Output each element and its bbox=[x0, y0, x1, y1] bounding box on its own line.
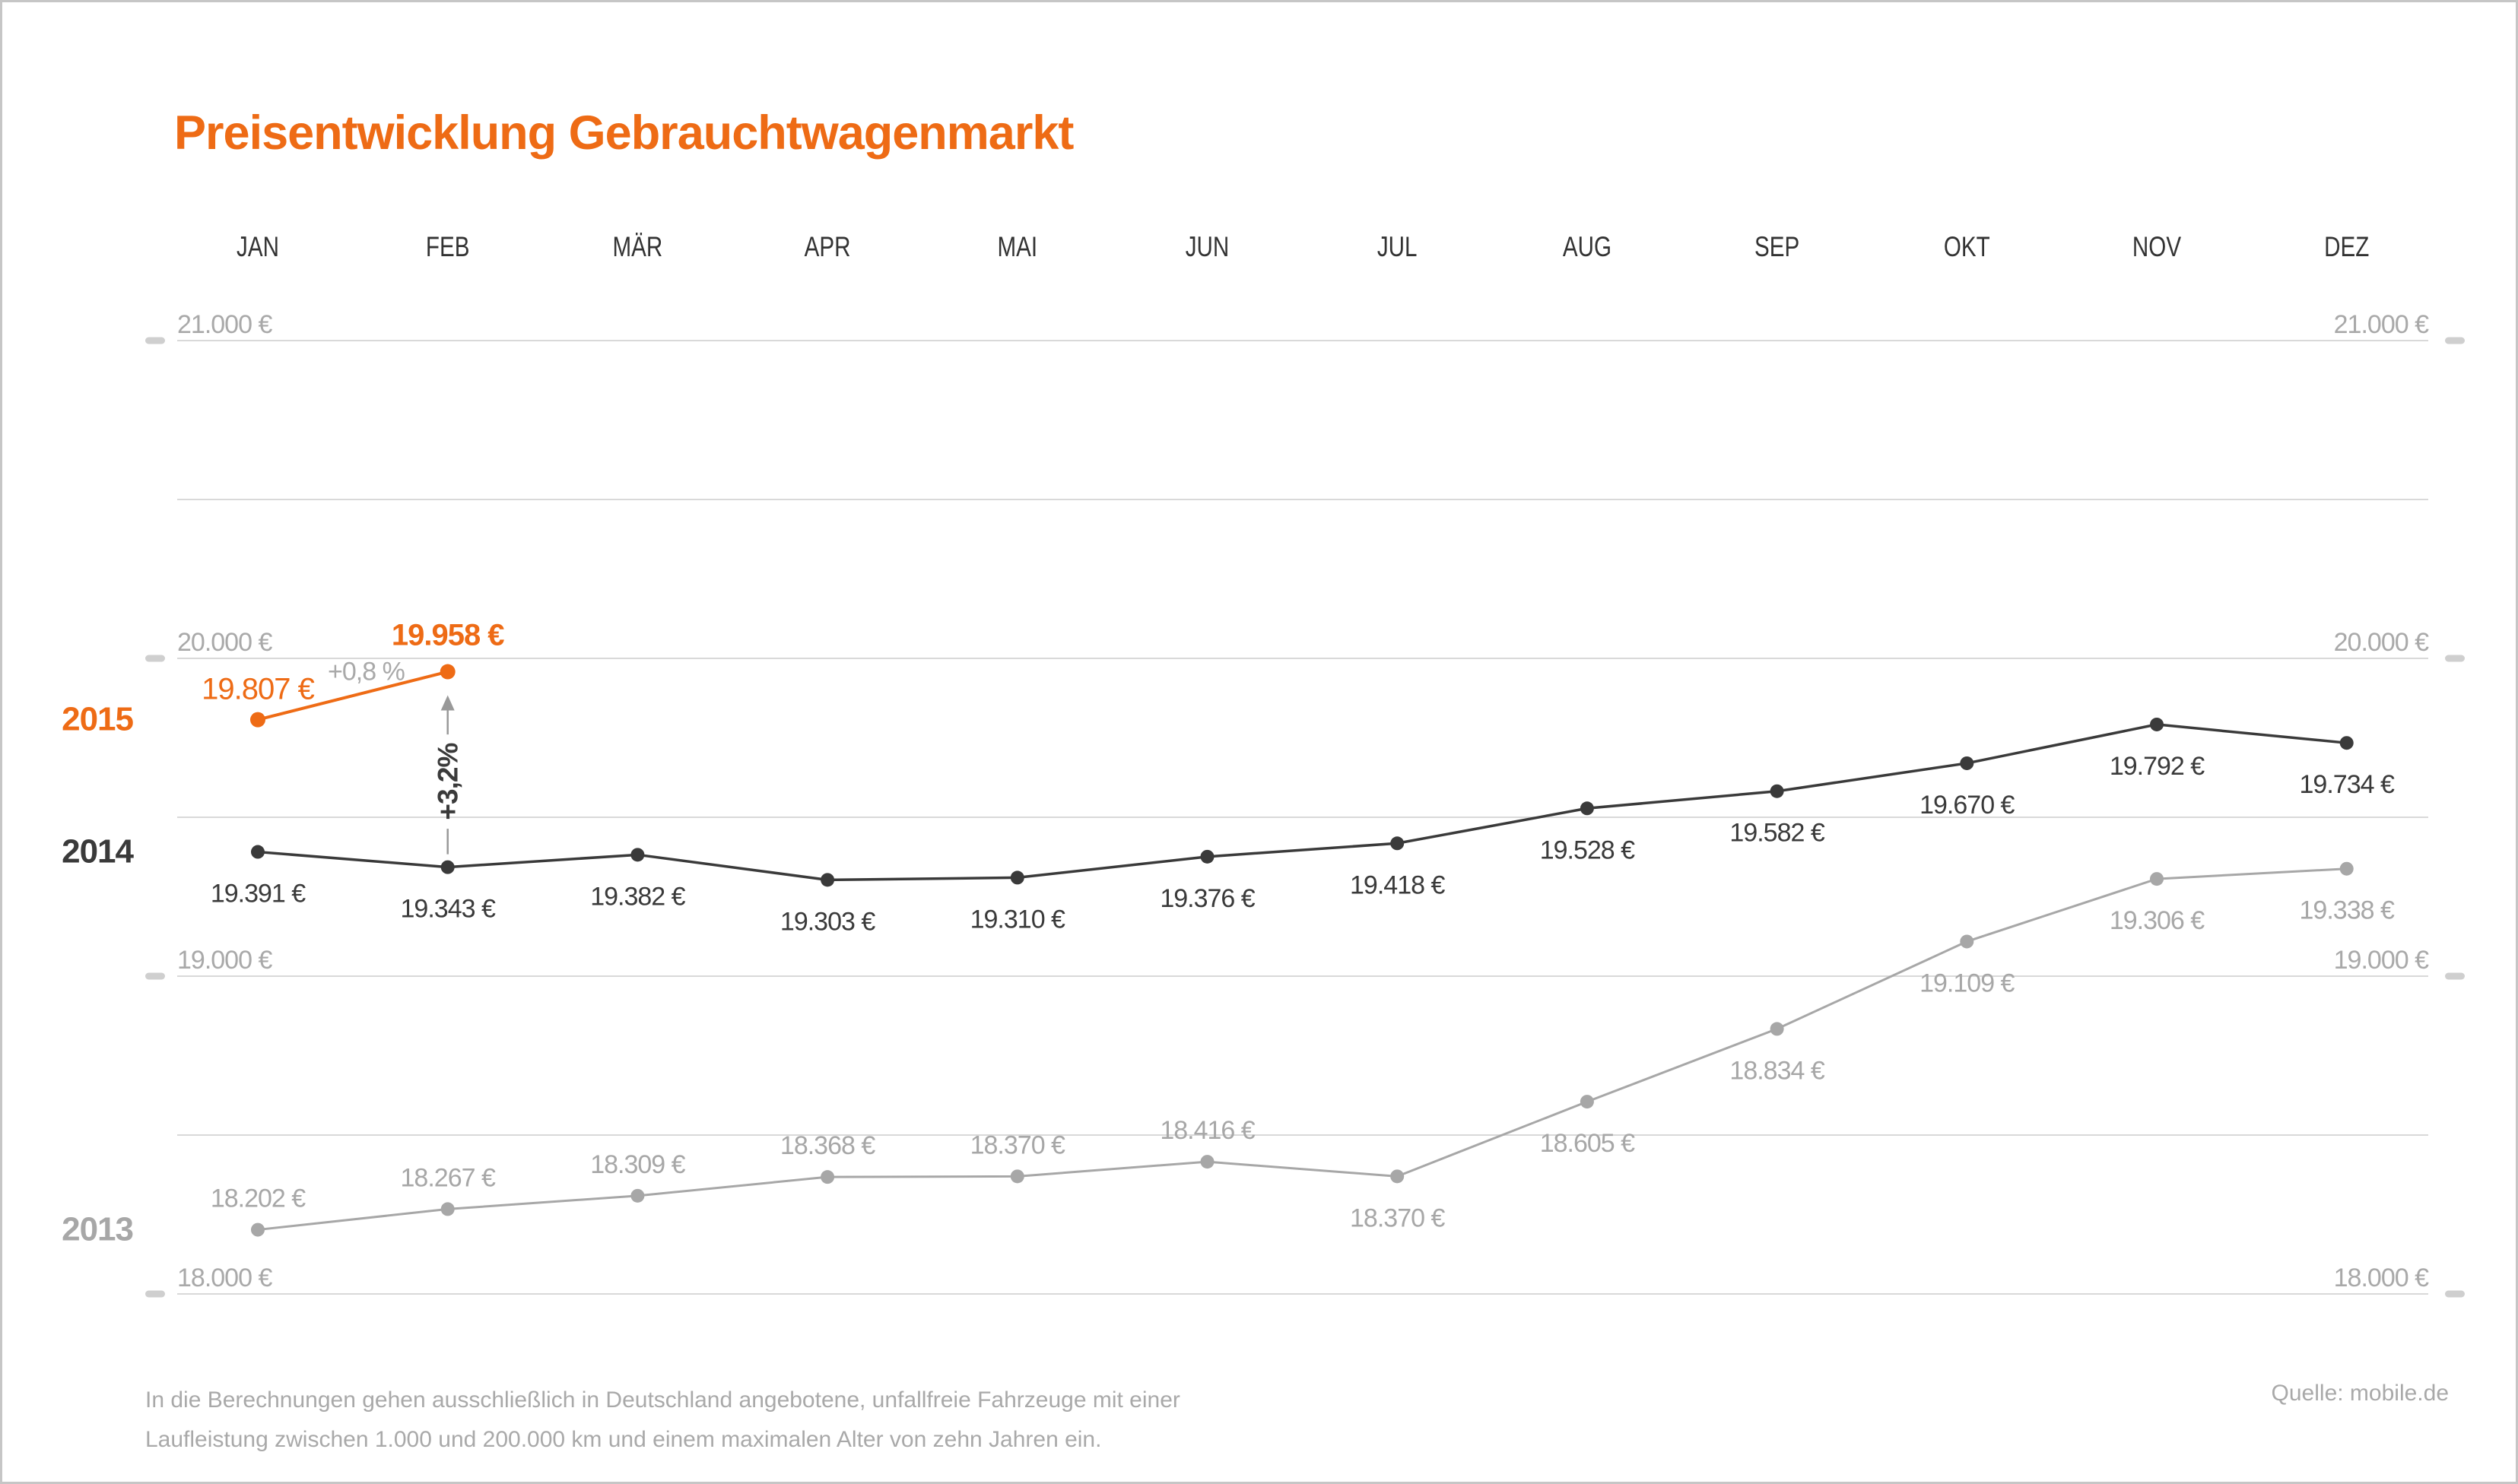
data-point-2014 bbox=[630, 848, 645, 862]
value-label-2014: 19.670 € bbox=[1919, 791, 2015, 820]
value-label-2013: 19.109 € bbox=[1919, 969, 2015, 997]
axis-tick-right bbox=[2445, 972, 2465, 980]
value-label-2014: 19.792 € bbox=[2110, 752, 2205, 781]
value-label-2014: 19.528 € bbox=[1540, 836, 1635, 864]
series-line-2013 bbox=[257, 867, 2347, 1232]
value-label-2014: 19.391 € bbox=[211, 880, 306, 908]
month-label: APR bbox=[805, 232, 851, 263]
data-point-2013 bbox=[1200, 1155, 1215, 1169]
axis-tick-left bbox=[145, 1290, 165, 1298]
value-label-2013: 18.370 € bbox=[970, 1130, 1065, 1159]
month-label: JAN bbox=[237, 232, 279, 263]
data-point-2013 bbox=[251, 1222, 265, 1237]
value-label-2013: 18.605 € bbox=[1540, 1129, 1635, 1158]
value-label-2013: 18.834 € bbox=[1729, 1056, 1824, 1085]
data-point-2013 bbox=[440, 1202, 455, 1216]
series-line-2014 bbox=[257, 723, 2347, 882]
y-axis-label-right: 20.000 € bbox=[2334, 628, 2429, 657]
value-label-2014: 19.343 € bbox=[401, 895, 496, 924]
value-label-2013: 19.306 € bbox=[2110, 906, 2205, 935]
methodology-line1: In die Berechnungen gehen ausschließlich… bbox=[145, 1387, 1180, 1413]
data-point-2014 bbox=[2150, 717, 2164, 731]
value-label-2014: 19.734 € bbox=[2300, 770, 2395, 799]
data-point-2014 bbox=[2339, 736, 2354, 750]
value-label-2013: 19.338 € bbox=[2300, 896, 2395, 925]
y-axis-label-left: 18.000 € bbox=[177, 1264, 272, 1292]
month-label: FEB bbox=[426, 232, 470, 263]
data-point-2013 bbox=[1010, 1169, 1024, 1184]
y-axis-label-left: 20.000 € bbox=[177, 628, 272, 657]
data-point-2015 bbox=[440, 664, 456, 680]
data-point-2015 bbox=[250, 712, 265, 728]
year-label-2014: 2014 bbox=[62, 833, 134, 870]
data-point-2014 bbox=[251, 845, 265, 859]
value-label-2013: 18.202 € bbox=[211, 1184, 306, 1213]
value-label-2015: 19.807 € bbox=[202, 673, 314, 706]
month-label: JUN bbox=[1186, 232, 1230, 263]
data-point-2014 bbox=[1390, 836, 1405, 851]
y-axis-label-right: 18.000 € bbox=[2334, 1264, 2429, 1292]
y-axis-label-right: 19.000 € bbox=[2334, 946, 2429, 975]
month-label: JUL bbox=[1377, 232, 1418, 263]
year-label-2015: 2015 bbox=[62, 701, 133, 738]
axis-tick-left bbox=[145, 655, 165, 662]
axis-tick-right bbox=[2445, 337, 2465, 344]
value-label-2013: 18.309 € bbox=[590, 1150, 685, 1179]
data-point-2014 bbox=[1960, 756, 1974, 770]
data-point-2013 bbox=[2150, 872, 2164, 886]
data-point-2013 bbox=[1960, 934, 1974, 949]
data-point-2013 bbox=[1580, 1095, 1594, 1109]
month-label: DEZ bbox=[2324, 232, 2369, 263]
source-credit: Quelle: mobile.de bbox=[2271, 1381, 2449, 1406]
chart-title: Preisentwicklung Gebrauchtwagenmarkt bbox=[174, 106, 1074, 160]
year-label-2013: 2013 bbox=[62, 1211, 133, 1248]
data-point-2013 bbox=[1770, 1022, 1784, 1036]
methodology-note: In die Berechnungen gehen ausschließlich… bbox=[145, 1381, 1180, 1460]
month-label: SEP bbox=[1754, 232, 1799, 263]
value-label-2014: 19.418 € bbox=[1350, 870, 1445, 899]
month-label: OKT bbox=[1944, 232, 1990, 263]
data-point-2013 bbox=[2339, 861, 2354, 876]
data-point-2014 bbox=[1200, 849, 1215, 864]
growth-arrow-head bbox=[440, 695, 455, 711]
month-label: AUG bbox=[1563, 232, 1611, 263]
value-label-2014: 19.376 € bbox=[1160, 884, 1255, 913]
value-label-2014: 19.582 € bbox=[1729, 819, 1824, 848]
change-percent-label: +0,8 % bbox=[328, 658, 405, 687]
value-label-2013: 18.368 € bbox=[780, 1131, 875, 1160]
data-point-2013 bbox=[1390, 1169, 1405, 1184]
data-point-2013 bbox=[821, 1170, 835, 1184]
month-label: NOV bbox=[2132, 232, 2182, 263]
value-label-2014: 19.382 € bbox=[590, 882, 685, 911]
growth-percent-label: +3,2% bbox=[433, 744, 464, 820]
axis-tick-right bbox=[2445, 1290, 2465, 1298]
data-point-2013 bbox=[630, 1188, 645, 1203]
value-label-2014: 19.303 € bbox=[780, 907, 875, 936]
y-axis-label-left: 21.000 € bbox=[177, 310, 272, 339]
month-label: MÄR bbox=[613, 232, 663, 263]
month-label: MAI bbox=[997, 232, 1037, 263]
data-point-2014 bbox=[1010, 870, 1024, 885]
value-label-2013: 18.370 € bbox=[1350, 1203, 1445, 1232]
value-label-2014: 19.310 € bbox=[970, 905, 1065, 934]
data-point-2014 bbox=[440, 860, 455, 874]
y-axis-label-left: 19.000 € bbox=[177, 946, 272, 975]
value-label-2015: 19.958 € bbox=[392, 619, 504, 652]
methodology-line2: Laufleistung zwischen 1.000 und 200.000 … bbox=[145, 1427, 1102, 1452]
axis-tick-left bbox=[145, 972, 165, 980]
value-label-2013: 18.416 € bbox=[1160, 1116, 1255, 1145]
axis-tick-right bbox=[2445, 655, 2465, 662]
data-point-2014 bbox=[1770, 784, 1784, 798]
data-point-2014 bbox=[1580, 801, 1594, 816]
data-point-2014 bbox=[821, 873, 835, 887]
y-axis-label-right: 21.000 € bbox=[2334, 310, 2429, 339]
series-line-2015 bbox=[257, 670, 449, 721]
axis-tick-left bbox=[145, 337, 165, 344]
value-label-2013: 18.267 € bbox=[401, 1163, 496, 1192]
